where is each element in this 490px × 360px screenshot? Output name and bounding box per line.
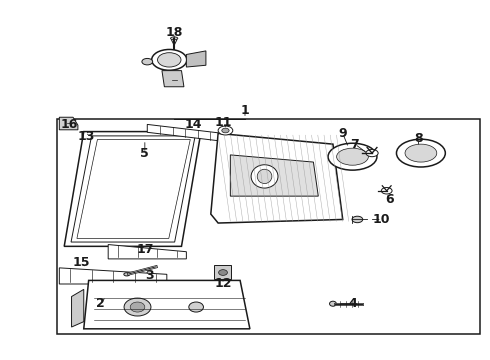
Text: 14: 14 — [185, 118, 202, 131]
Ellipse shape — [251, 165, 278, 188]
Text: 13: 13 — [77, 130, 95, 144]
Polygon shape — [72, 289, 84, 327]
Ellipse shape — [142, 58, 153, 65]
Ellipse shape — [381, 188, 392, 194]
Text: 11: 11 — [214, 116, 232, 129]
Polygon shape — [230, 155, 318, 196]
Polygon shape — [59, 117, 78, 130]
Text: 9: 9 — [339, 127, 347, 140]
Polygon shape — [147, 125, 223, 141]
Text: 1: 1 — [241, 104, 249, 117]
Ellipse shape — [366, 149, 378, 157]
Ellipse shape — [328, 143, 377, 170]
Ellipse shape — [337, 148, 368, 165]
Text: 2: 2 — [97, 297, 105, 310]
Ellipse shape — [222, 128, 229, 133]
Ellipse shape — [219, 270, 227, 275]
Polygon shape — [59, 268, 167, 284]
Ellipse shape — [257, 169, 272, 184]
Polygon shape — [162, 71, 184, 87]
Bar — [57, 119, 480, 334]
Text: 16: 16 — [60, 118, 78, 131]
Polygon shape — [211, 134, 343, 223]
Text: 10: 10 — [373, 213, 391, 226]
Text: 6: 6 — [385, 193, 393, 206]
Ellipse shape — [124, 273, 130, 276]
Text: 5: 5 — [141, 147, 149, 159]
Polygon shape — [186, 51, 206, 67]
Text: 15: 15 — [73, 256, 90, 269]
Ellipse shape — [158, 53, 181, 67]
Text: 17: 17 — [136, 243, 153, 256]
Polygon shape — [84, 280, 250, 329]
Text: 18: 18 — [166, 27, 183, 40]
Bar — [214, 265, 231, 279]
Text: 8: 8 — [414, 132, 423, 145]
Ellipse shape — [330, 301, 336, 306]
Ellipse shape — [130, 302, 145, 312]
Polygon shape — [108, 244, 186, 259]
Text: 3: 3 — [146, 269, 154, 282]
Ellipse shape — [171, 37, 178, 40]
Ellipse shape — [189, 302, 203, 312]
Ellipse shape — [152, 49, 187, 70]
Ellipse shape — [405, 144, 437, 162]
Ellipse shape — [352, 216, 363, 223]
Text: 4: 4 — [348, 297, 357, 310]
Text: 7: 7 — [350, 138, 359, 150]
Polygon shape — [64, 132, 201, 246]
Text: 12: 12 — [214, 278, 232, 291]
Ellipse shape — [218, 126, 233, 135]
Ellipse shape — [124, 298, 151, 316]
Ellipse shape — [396, 139, 445, 167]
